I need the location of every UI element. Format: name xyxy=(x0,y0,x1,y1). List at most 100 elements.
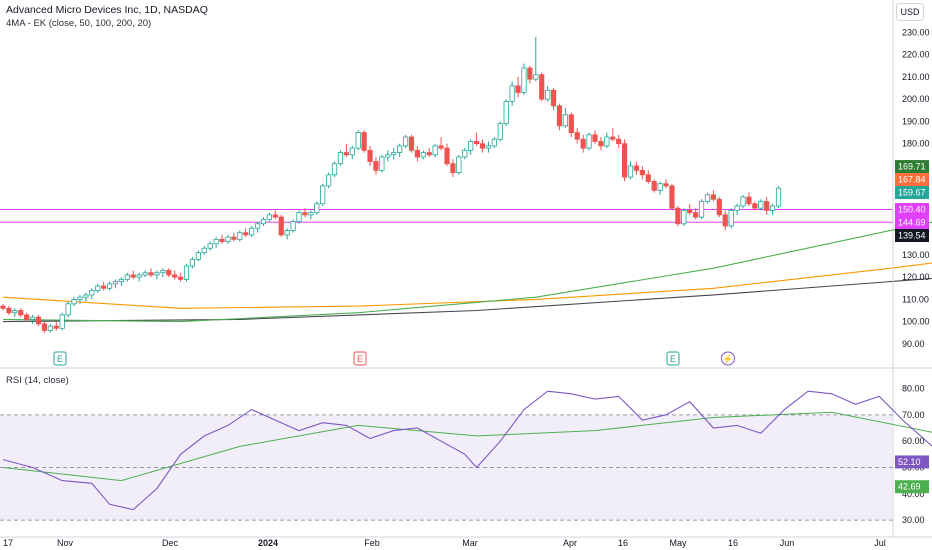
candle[interactable] xyxy=(391,152,397,156)
candle[interactable] xyxy=(728,210,734,227)
candle[interactable] xyxy=(568,114,574,133)
ma100-line[interactable] xyxy=(2,171,932,309)
candle[interactable] xyxy=(515,85,521,93)
candle[interactable] xyxy=(485,145,492,149)
candle[interactable] xyxy=(509,85,515,102)
candle[interactable] xyxy=(160,270,166,274)
candle[interactable] xyxy=(627,165,634,178)
candle[interactable] xyxy=(201,247,207,254)
candle[interactable] xyxy=(219,238,225,242)
candle[interactable] xyxy=(770,205,776,211)
candle[interactable] xyxy=(645,174,651,182)
candle[interactable] xyxy=(420,152,426,158)
candle[interactable] xyxy=(65,303,71,316)
candle[interactable] xyxy=(432,145,438,156)
candle[interactable] xyxy=(195,252,201,260)
candle[interactable] xyxy=(142,272,148,276)
candle[interactable] xyxy=(586,134,592,149)
candle[interactable] xyxy=(320,185,326,205)
candle[interactable] xyxy=(426,152,432,156)
candle[interactable] xyxy=(237,232,243,240)
candle[interactable] xyxy=(225,236,231,242)
candle[interactable] xyxy=(296,212,302,222)
candle[interactable] xyxy=(775,187,782,207)
candle[interactable] xyxy=(272,214,278,218)
rsi-badge[interactable] xyxy=(895,455,929,469)
candle[interactable] xyxy=(687,210,693,214)
candle[interactable] xyxy=(592,134,598,142)
candle[interactable] xyxy=(610,136,616,140)
candle[interactable] xyxy=(213,238,219,245)
candle[interactable] xyxy=(704,194,711,202)
candle[interactable] xyxy=(622,143,628,178)
candle[interactable] xyxy=(106,283,113,289)
price-badge[interactable] xyxy=(895,160,929,174)
candle[interactable] xyxy=(18,310,24,316)
candle[interactable] xyxy=(746,196,752,205)
candle[interactable] xyxy=(130,274,136,278)
candle[interactable] xyxy=(462,149,468,158)
candle[interactable] xyxy=(77,296,83,300)
price-badge[interactable] xyxy=(895,173,929,187)
candle[interactable] xyxy=(539,74,545,100)
candle[interactable] xyxy=(616,138,622,145)
price-axis[interactable]: 90.00100.00110.00120.00130.00140.00150.0… xyxy=(892,0,930,538)
candle[interactable] xyxy=(148,272,154,276)
earnings-event-marker[interactable]: ⚡ xyxy=(721,351,735,366)
price-badge[interactable] xyxy=(895,203,929,217)
earnings-event-marker[interactable]: E xyxy=(353,351,367,366)
candle[interactable] xyxy=(550,89,557,107)
candle[interactable] xyxy=(47,325,53,331)
candle[interactable] xyxy=(456,156,462,173)
candle[interactable] xyxy=(0,305,6,309)
candle[interactable] xyxy=(556,105,563,127)
candle[interactable] xyxy=(722,214,728,227)
candle[interactable] xyxy=(764,201,770,211)
candle[interactable] xyxy=(337,152,344,165)
rsi-badge[interactable] xyxy=(895,480,929,494)
candle[interactable] xyxy=(639,169,645,176)
candle[interactable] xyxy=(24,314,30,320)
rsi-pane[interactable] xyxy=(0,390,932,523)
candle[interactable] xyxy=(172,274,178,278)
candle[interactable] xyxy=(29,316,36,320)
candle[interactable] xyxy=(580,138,586,149)
ma50-line[interactable] xyxy=(2,135,932,323)
candle[interactable] xyxy=(438,145,444,149)
candle[interactable] xyxy=(598,141,604,147)
candle[interactable] xyxy=(479,143,486,149)
candle[interactable] xyxy=(118,278,124,282)
candle[interactable] xyxy=(89,290,95,296)
candle[interactable] xyxy=(278,216,284,236)
price-badge[interactable] xyxy=(895,186,929,200)
candle[interactable] xyxy=(669,185,675,209)
candle[interactable] xyxy=(41,323,48,331)
candle[interactable] xyxy=(752,203,758,209)
candle[interactable] xyxy=(497,123,503,140)
candle[interactable] xyxy=(734,205,740,211)
candle[interactable] xyxy=(355,132,361,149)
candle[interactable] xyxy=(349,147,355,156)
candle[interactable] xyxy=(314,203,320,214)
candle[interactable] xyxy=(154,272,160,276)
candle[interactable] xyxy=(207,243,213,249)
candle[interactable] xyxy=(53,325,59,329)
candle[interactable] xyxy=(254,223,261,229)
candle[interactable] xyxy=(651,181,657,191)
candle[interactable] xyxy=(604,136,610,147)
price-badge[interactable] xyxy=(895,216,929,230)
candle[interactable] xyxy=(562,114,569,127)
candle[interactable] xyxy=(397,145,403,153)
candle[interactable] xyxy=(331,163,338,176)
candle[interactable] xyxy=(136,274,142,278)
candle[interactable] xyxy=(414,149,421,158)
rsi-ma-line[interactable] xyxy=(2,411,932,499)
candle[interactable] xyxy=(503,101,509,125)
candle[interactable] xyxy=(379,156,385,171)
candle[interactable] xyxy=(361,132,367,151)
candle[interactable] xyxy=(166,270,172,276)
candle[interactable] xyxy=(308,212,314,216)
candle[interactable] xyxy=(521,67,527,93)
candle[interactable] xyxy=(633,165,640,171)
